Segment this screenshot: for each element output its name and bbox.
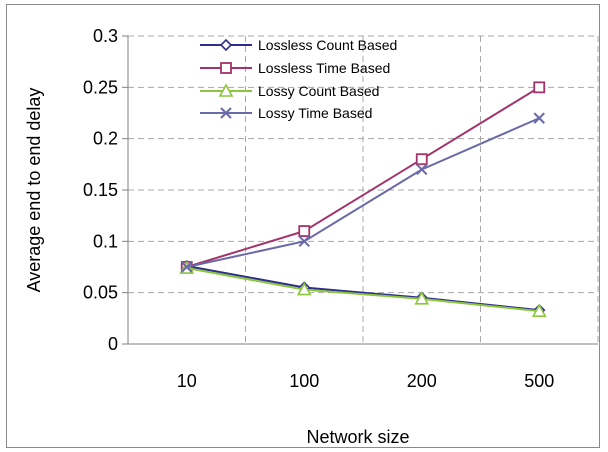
legend-marker — [220, 107, 232, 119]
data-point-lossy-count-based — [414, 291, 430, 305]
data-series — [179, 81, 547, 317]
data-point-lossless-time-based — [298, 225, 311, 237]
legend-symbol-lossy-time — [200, 107, 252, 119]
legend-item-lossy-count: Lossy Count Based — [200, 83, 379, 99]
legend-label-lossless-count: Lossless Count Based — [258, 37, 397, 53]
x-axis-title: Network size — [306, 427, 409, 447]
data-point-lossy-count-based — [531, 303, 547, 317]
x-tick-label: 100 — [289, 371, 319, 391]
legend-item-lossless-time: Lossless Time Based — [200, 60, 390, 76]
x-tick-label: 200 — [407, 371, 437, 391]
data-point-lossy-time-based — [533, 112, 545, 124]
x-marker-stroke — [533, 112, 545, 124]
legend-symbol-lossless-count — [200, 38, 252, 52]
data-point-lossy-time-based — [416, 163, 428, 176]
x-marker-stroke — [298, 235, 310, 248]
legend-label-lossless-time: Lossless Time Based — [258, 60, 390, 76]
legend-marker — [220, 62, 232, 74]
x-marker-stroke — [416, 163, 428, 176]
x-tick-label: 500 — [524, 371, 554, 391]
legend-marker — [219, 38, 233, 52]
y-axis-title: Average end to end delay — [24, 88, 44, 293]
x-marker-stroke — [181, 261, 193, 273]
data-point-lossy-count-based — [296, 281, 312, 296]
y-tick-label: 0.1 — [93, 231, 118, 251]
legend-item-lossless-count: Lossless Count Based — [200, 37, 397, 53]
series-line-lossless-count-based — [186, 264, 540, 312]
x-marker-stroke — [220, 107, 232, 119]
series-line-lossless-time-based — [186, 86, 540, 268]
y-tick-label: 0.2 — [93, 129, 118, 149]
y-tick-label: 0.15 — [83, 180, 118, 200]
legend-symbol-lossless-time — [200, 62, 252, 74]
legend-item-lossy-time: Lossy Time Based — [200, 105, 372, 121]
y-tick-label: 0.25 — [83, 77, 118, 97]
x-tick-label: 10 — [177, 371, 197, 391]
y-tick-label: 0.05 — [83, 283, 118, 303]
data-point-lossy-time-based — [181, 261, 193, 273]
y-tick-label: 0.3 — [93, 26, 118, 46]
legend-symbol-lossy-count — [200, 83, 252, 97]
legend-label-lossy-time: Lossy Time Based — [258, 105, 372, 121]
data-point-lossless-time-based — [533, 81, 546, 94]
series-line-lossy-time-based — [186, 117, 540, 268]
data-point-lossless-time-based — [415, 153, 428, 166]
x-tick-labels: 10 100 200 500 — [177, 371, 555, 391]
legend-label-lossy-count: Lossy Count Based — [258, 83, 379, 99]
data-point-lossy-time-based — [298, 235, 310, 248]
y-tick-label: 0 — [108, 334, 118, 354]
axes — [122, 35, 598, 345]
legend: Lossless Count Based Lossless Time Based… — [200, 37, 397, 121]
legend-marker — [218, 83, 234, 97]
y-tick-labels: 0 0.05 0.1 0.15 0.2 0.25 0.3 — [83, 26, 118, 354]
series-line-lossy-count-based — [186, 267, 540, 313]
